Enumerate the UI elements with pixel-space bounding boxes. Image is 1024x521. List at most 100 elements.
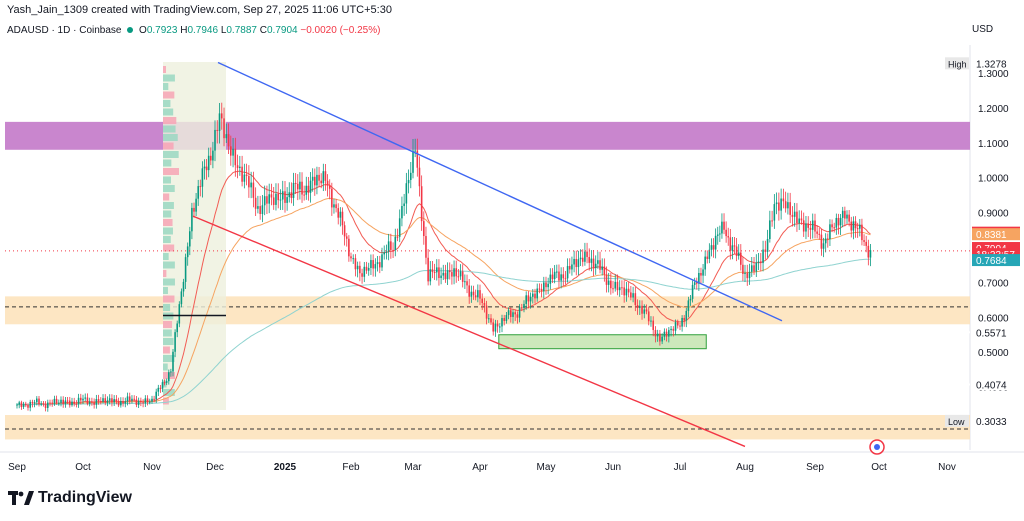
- candle-body: [75, 403, 78, 405]
- candle-body: [286, 197, 288, 203]
- candle-body: [193, 207, 195, 212]
- zone-support-low: [5, 415, 970, 440]
- candle-body: [601, 266, 603, 270]
- candle-body: [514, 312, 516, 315]
- candle-body: [612, 288, 614, 290]
- candle-body: [326, 180, 329, 186]
- candle-body: [483, 302, 486, 306]
- candle-body: [663, 331, 666, 337]
- candle-body: [687, 300, 690, 311]
- candle-body: [681, 317, 683, 327]
- y-tick-label: 1.1000: [978, 139, 1009, 150]
- candle-body: [540, 288, 543, 292]
- candle-body: [496, 323, 499, 327]
- candle-body: [225, 134, 228, 139]
- candle-body: [773, 204, 776, 221]
- candle-body: [789, 202, 791, 215]
- candle-body: [275, 193, 277, 205]
- candle-body: [356, 265, 359, 270]
- candle-body: [863, 240, 865, 242]
- candle-body: [727, 236, 730, 238]
- candle-body: [38, 398, 40, 405]
- candle-body: [140, 400, 142, 403]
- candle-body: [95, 399, 98, 405]
- candle-body: [523, 303, 525, 309]
- candle-body: [84, 397, 87, 399]
- candle-body: [266, 196, 268, 204]
- volume-profile-bar: [163, 100, 171, 107]
- volume-profile-bar: [163, 202, 174, 209]
- low-label: L: [220, 25, 227, 36]
- trendline-descending-resistance[interactable]: [217, 61, 783, 322]
- symbol-legend[interactable]: ADAUSD · 1D · Coinbase O0.7923 H0.7946 L…: [7, 25, 380, 36]
- y-tick-label: 0.9000: [978, 209, 1009, 220]
- candle-body: [299, 181, 301, 190]
- x-tick-label: Oct: [871, 462, 887, 473]
- volume-profile-bar: [163, 236, 171, 243]
- economic-event-icon-dot: [874, 444, 880, 450]
- candle-body: [29, 401, 31, 408]
- candle-body: [230, 146, 232, 156]
- candle-body: [494, 323, 497, 332]
- currency-label[interactable]: USD: [972, 24, 994, 35]
- price-label-value: 1.3278: [976, 59, 1007, 70]
- trendline-descending-support[interactable]: [192, 215, 746, 448]
- candle-body: [590, 258, 593, 263]
- candle-body: [288, 192, 291, 198]
- candle-body: [117, 401, 120, 406]
- candle-body: [73, 401, 75, 404]
- price-label-value: 0.5571: [976, 328, 1007, 339]
- candle-body: [55, 398, 58, 404]
- volume-profile-bar: [163, 278, 175, 286]
- candle-body: [272, 197, 275, 205]
- candle-body: [641, 305, 643, 314]
- candle-body: [490, 318, 492, 323]
- volume-profile-bar: [163, 321, 173, 328]
- zone-accumulation: [498, 334, 707, 350]
- candle-body: [303, 194, 305, 196]
- candle-body: [60, 399, 62, 403]
- candle-body: [719, 233, 721, 235]
- candle-body: [195, 198, 197, 212]
- candle-body: [42, 403, 45, 405]
- candle-body: [106, 400, 109, 403]
- candle-body: [695, 282, 698, 284]
- candle-body: [492, 322, 494, 332]
- candle-body: [385, 251, 388, 253]
- volume-profile-bar: [163, 83, 169, 90]
- candle-body: [444, 272, 447, 280]
- candle-body: [343, 225, 346, 237]
- tradingview-logo[interactable]: TradingView: [8, 489, 132, 507]
- x-tick-label: Oct: [75, 462, 91, 473]
- candle-body: [543, 282, 545, 292]
- candle-body: [153, 398, 155, 400]
- candle-body: [706, 256, 709, 259]
- candle-body: [36, 398, 38, 403]
- candle-body: [597, 260, 599, 264]
- close-value: 0.7904: [266, 25, 298, 36]
- volume-profile-bar: [163, 227, 173, 235]
- candle-body: [104, 398, 107, 403]
- candle-body: [31, 401, 34, 404]
- candle-body: [553, 271, 556, 280]
- candle-body: [25, 403, 27, 406]
- candle-body: [261, 205, 264, 215]
- candle-body: [191, 207, 193, 232]
- ema-50-line: [16, 197, 871, 406]
- candle-body: [800, 218, 803, 221]
- candle-body: [859, 224, 861, 229]
- volume-profile-bar: [163, 193, 170, 201]
- candle-body: [186, 246, 189, 258]
- candle-body: [51, 402, 53, 404]
- candle-body: [316, 174, 318, 186]
- candle-body: [661, 336, 663, 342]
- candle-body: [848, 214, 850, 222]
- volume-profile-bar: [163, 295, 175, 303]
- candle-body: [814, 220, 816, 232]
- candle-body: [431, 269, 434, 273]
- candle-body: [474, 295, 477, 298]
- y-tick-label: 0.5000: [978, 348, 1009, 359]
- candle-body: [88, 401, 91, 404]
- candle-body: [111, 398, 113, 403]
